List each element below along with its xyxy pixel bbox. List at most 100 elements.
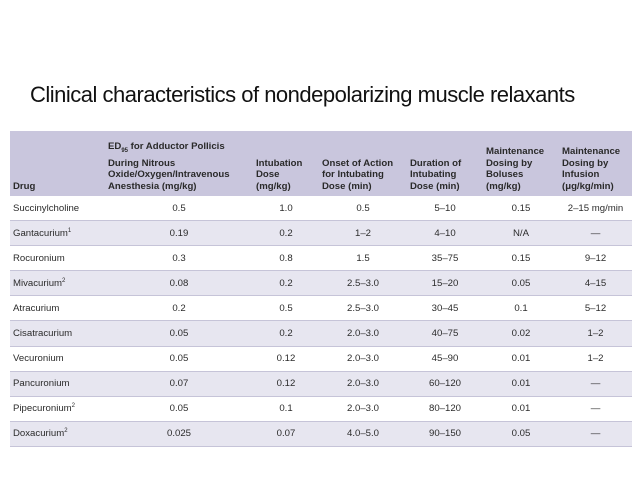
cell-ed95: 0.5	[105, 196, 253, 222]
cell-ed95: 0.2	[105, 295, 253, 322]
cell-duration: 60–120	[407, 371, 483, 397]
cell-ed95: 0.05	[105, 346, 253, 372]
header-ed95-pre: ED	[108, 141, 122, 153]
header-ed95: ED95 for Adductor Pollicis During Nitrou…	[105, 131, 253, 196]
table-row: Atracurium 0.2 0.5 2.5–3.0 30–45 0.1 5–12	[10, 295, 632, 322]
header-infusion: Maintenance Dosing by Infusion (μg/kg/mi…	[559, 131, 632, 196]
cell-intubation-dose: 0.8	[253, 245, 319, 272]
table-row: Cisatracurium 0.05 0.2 2.0–3.0 40–75 0.02 1–2	[10, 320, 632, 347]
table-row: Pipecuronium2 0.05 0.1 2.0–3.0 80–120 0.01—	[10, 396, 632, 422]
cell-onset: 1.5	[319, 245, 407, 272]
cell-drug: Rocuronium	[10, 245, 105, 272]
cell-infusion: 5–12	[559, 295, 632, 322]
table-row: Succinylcholine 0.5 1.0 0.5 5–10 0.15 2–15 mg/…	[10, 196, 632, 222]
drug-name: Pancuronium	[13, 378, 70, 390]
cell-onset: 2.5–3.0	[319, 270, 407, 297]
cell-intubation-dose: 0.07	[253, 421, 319, 447]
drug-name: Mivacurium	[13, 277, 63, 289]
muscle-relaxant-table: Drug ED95 for Adductor Pollicis During N…	[10, 131, 632, 447]
cell-drug: Gantacurium1	[10, 220, 105, 247]
cell-onset: 1–2	[319, 220, 407, 247]
cell-ed95: 0.3	[105, 245, 253, 272]
cell-duration: 5–10	[407, 196, 483, 222]
drug-name: Rocuronium	[13, 252, 65, 264]
table-row: Mivacurium2 0.08 0.2 2.5–3.0 15–20 0.05 4–15	[10, 270, 632, 297]
header-drug: Drug	[10, 131, 105, 196]
cell-duration: 30–45	[407, 295, 483, 322]
table-row: Vecuronium 0.05 0.12 2.0–3.0 45–90 0.01 1–2	[10, 346, 632, 372]
drug-name: Atracurium	[13, 302, 60, 314]
cell-drug: Pancuronium	[10, 371, 105, 397]
cell-intubation-dose: 1.0	[253, 196, 319, 222]
cell-infusion: 1–2	[559, 320, 632, 347]
cell-ed95: 0.05	[105, 320, 253, 347]
page-title: Clinical characteristics of nondepolariz…	[30, 82, 575, 107]
cell-onset: 2.0–3.0	[319, 346, 407, 372]
cell-infusion: —	[559, 396, 632, 422]
cell-boluses: N/A	[483, 220, 559, 247]
cell-drug: Atracurium	[10, 295, 105, 322]
cell-drug: Mivacurium2	[10, 270, 105, 297]
cell-boluses: 0.02	[483, 320, 559, 347]
table-row: Gantacurium1 0.19 0.2 1–2 4–10 N/A —	[10, 220, 632, 247]
cell-infusion: 9–12	[559, 245, 632, 272]
cell-intubation-dose: 0.2	[253, 220, 319, 247]
cell-onset: 2.0–3.0	[319, 396, 407, 422]
cell-onset: 2.0–3.0	[319, 320, 407, 347]
cell-ed95: 0.05	[105, 396, 253, 422]
cell-duration: 4–10	[407, 220, 483, 247]
cell-drug: Doxacurium2	[10, 421, 105, 447]
cell-duration: 90–150	[407, 421, 483, 447]
cell-boluses: 0.01	[483, 371, 559, 397]
header-onset: Onset of Action for Intubating Dose (min…	[319, 131, 407, 196]
drug-footnote-marker: 2	[64, 428, 68, 435]
cell-ed95: 0.025	[105, 421, 253, 447]
cell-boluses: 0.15	[483, 196, 559, 222]
cell-onset: 4.0–5.0	[319, 421, 407, 447]
cell-boluses: 0.15	[483, 245, 559, 272]
cell-duration: 40–75	[407, 320, 483, 347]
cell-duration: 15–20	[407, 270, 483, 297]
cell-intubation-dose: 0.2	[253, 320, 319, 347]
cell-intubation-dose: 0.5	[253, 295, 319, 322]
cell-infusion: 2–15 mg/min	[559, 196, 632, 222]
drug-name: Doxacurium	[13, 428, 65, 440]
table-header-row: Drug ED95 for Adductor Pollicis During N…	[10, 131, 632, 196]
cell-duration: 45–90	[407, 346, 483, 372]
cell-onset: 2.0–3.0	[319, 371, 407, 397]
cell-infusion: —	[559, 421, 632, 447]
cell-boluses: 0.01	[483, 346, 559, 372]
table-body: Succinylcholine 0.5 1.0 0.5 5–10 0.15 2–15 mg/…	[10, 196, 632, 447]
cell-infusion: —	[559, 371, 632, 397]
drug-footnote-marker: 1	[67, 227, 72, 234]
cell-drug: Pipecuronium2	[10, 396, 105, 422]
cell-boluses: 0.1	[483, 295, 559, 322]
drug-footnote-marker: 2	[62, 277, 66, 284]
cell-onset: 0.5	[319, 196, 407, 222]
header-intubation-dose: Intubation Dose (mg/kg)	[253, 131, 319, 196]
cell-infusion: —	[559, 220, 632, 247]
drug-name: Gantacurium	[13, 227, 68, 239]
cell-duration: 80–120	[407, 396, 483, 422]
header-ed95-post: for Adductor Pollicis During Nitrous Oxi…	[108, 141, 230, 192]
table-row: Rocuronium 0.3 0.8 1.5 35–75 0.15 9–12	[10, 245, 632, 272]
table-row: Pancuronium 0.07 0.12 2.0–3.0 60–120 0.01—	[10, 371, 632, 397]
table-row: Doxacurium2 0.025 0.07 4.0–5.0 90–150 0.05—	[10, 421, 632, 447]
cell-intubation-dose: 0.2	[253, 270, 319, 297]
cell-infusion: 1–2	[559, 346, 632, 372]
header-boluses: Maintenance Dosing by Boluses (mg/kg)	[483, 131, 559, 196]
drug-name: Succinylcholine	[13, 202, 80, 214]
header-duration: Duration of Intubating Dose (min)	[407, 131, 483, 196]
cell-intubation-dose: 0.12	[253, 346, 319, 372]
cell-infusion: 4–15	[559, 270, 632, 297]
cell-boluses: 0.05	[483, 421, 559, 447]
drug-name: Cisatracurium	[13, 328, 73, 340]
cell-drug: Vecuronium	[10, 346, 105, 372]
cell-boluses: 0.05	[483, 270, 559, 297]
cell-intubation-dose: 0.12	[253, 371, 319, 397]
cell-drug: Succinylcholine	[10, 196, 105, 222]
drug-name: Pipecuronium	[13, 403, 72, 415]
drug-name: Vecuronium	[13, 353, 64, 365]
cell-ed95: 0.19	[105, 220, 253, 247]
cell-ed95: 0.07	[105, 371, 253, 397]
